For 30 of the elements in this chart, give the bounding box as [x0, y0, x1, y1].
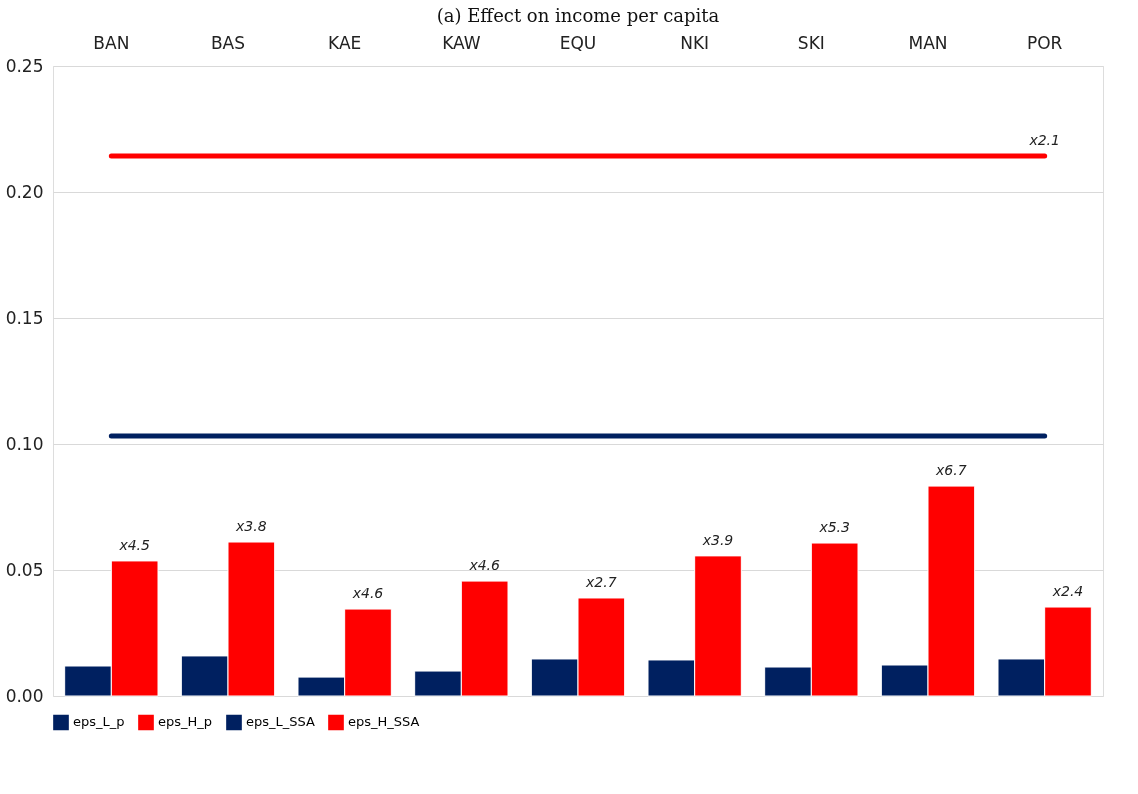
- legend-label: eps_H_p: [158, 714, 213, 730]
- y-tick-label: 0.20: [5, 181, 44, 202]
- x-tick-label: BAS: [210, 32, 246, 53]
- x-tick-label: KAE: [328, 32, 362, 53]
- annotation: x2.1: [1028, 131, 1060, 148]
- y-tick-label: 0.10: [5, 433, 44, 454]
- annotation: x3.9: [701, 531, 734, 548]
- legend-label: eps_L_SSA: [246, 714, 316, 730]
- annotation: x4.6: [351, 585, 384, 602]
- x-tick-label: MAN: [908, 32, 948, 53]
- y-tick-label: 0.05: [5, 559, 44, 580]
- chart-title: (a) Effect on income per capita: [436, 5, 720, 26]
- legend-label: eps_L_p: [73, 714, 125, 730]
- x-tick-label: BAN: [93, 32, 130, 53]
- y-tick-label: 0.15: [5, 307, 44, 328]
- annotation: x3.8: [235, 518, 267, 535]
- annotation: x4.6: [468, 557, 501, 574]
- annotation: x2.4: [1051, 583, 1084, 600]
- annotation: x4.5: [118, 536, 151, 553]
- x-tick-label: KAW: [442, 32, 481, 53]
- y-tick-label: 0.25: [5, 55, 44, 76]
- legend-label: eps_H_SSA: [348, 714, 420, 730]
- x-tick-label: SKI: [797, 32, 825, 53]
- x-tick-label: POR: [1026, 32, 1063, 53]
- x-tick-label: EQU: [559, 32, 597, 53]
- y-tick-label: 0.00: [5, 685, 44, 706]
- x-tick-label: NKI: [680, 32, 710, 53]
- annotation: x2.7: [585, 573, 617, 590]
- annotation: x6.7: [935, 462, 967, 479]
- annotation: x5.3: [818, 519, 850, 536]
